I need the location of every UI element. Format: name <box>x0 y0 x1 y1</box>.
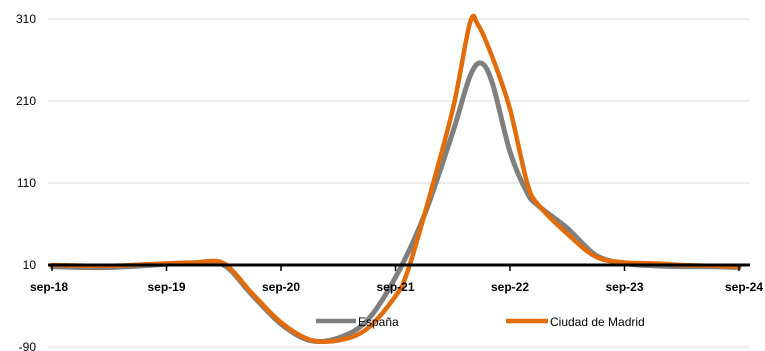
y-axis-tick-labels: 310 210 110 10 -90 <box>16 12 36 351</box>
y-tick-label: -90 <box>19 340 37 351</box>
legend-label-espana: España <box>358 315 399 329</box>
x-tick-label: sep-22 <box>491 280 529 294</box>
legend: España Ciudad de Madrid <box>316 315 645 329</box>
x-tick-label: sep-18 <box>30 280 68 294</box>
x-tick-label: sep-19 <box>147 280 185 294</box>
gridlines <box>48 19 750 347</box>
x-tick-label: sep-20 <box>262 280 300 294</box>
x-tick-label: sep-23 <box>605 280 643 294</box>
y-tick-label: 310 <box>16 12 36 26</box>
x-tick-label: sep-24 <box>725 280 763 294</box>
y-tick-label: 10 <box>23 258 37 272</box>
x-axis-tick-labels: sep-18 sep-19 sep-20 sep-21 sep-22 sep-2… <box>30 280 763 294</box>
y-tick-label: 110 <box>17 176 36 190</box>
y-tick-label: 210 <box>16 94 36 108</box>
x-tick-label: sep-21 <box>376 280 414 294</box>
legend-label-ciudad-de-madrid: Ciudad de Madrid <box>550 315 645 329</box>
